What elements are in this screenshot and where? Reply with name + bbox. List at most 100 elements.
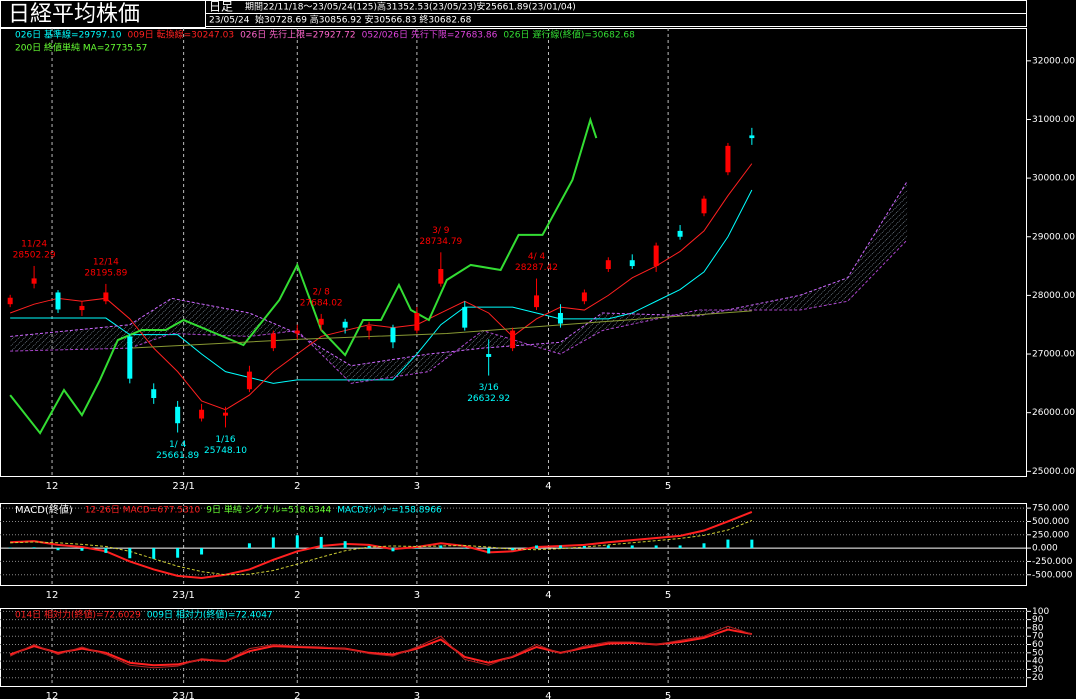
- y-tick-label: -500.000: [1032, 570, 1073, 580]
- candle-body: [127, 336, 133, 379]
- legend-entry: 9日 単純 シグナル=518.6344: [206, 504, 331, 516]
- panel-frame: [0, 28, 1027, 477]
- series-line: [10, 519, 753, 576]
- legend-entry: 026日 基準線=29797.10: [15, 29, 122, 41]
- y-tick-label: 50: [1032, 648, 1044, 658]
- bar: [80, 548, 84, 551]
- chart-title: 日経平均株価: [8, 2, 140, 27]
- header-row: [205, 13, 1027, 27]
- annotation-date: 4/ 4: [528, 252, 546, 262]
- annotation-value: 28734.79: [419, 237, 462, 247]
- x-tick-label: 4: [545, 481, 551, 492]
- candle-body: [749, 135, 755, 139]
- header-period: 期間22/11/18～23/05/24(125)高31352.53(23/05/…: [245, 1, 576, 13]
- bar: [295, 535, 299, 549]
- bar: [271, 537, 275, 549]
- series-line: [9, 628, 753, 667]
- x-tick-label: 2: [294, 590, 300, 601]
- bar: [511, 548, 515, 551]
- candle-body: [677, 230, 683, 237]
- bar: [152, 548, 156, 559]
- annotation-value: 28287.42: [515, 263, 558, 273]
- candle-body: [462, 307, 468, 328]
- header-date: 23/05/24: [209, 16, 250, 26]
- header-period-type: 日足: [209, 0, 233, 14]
- cloud-fill: [10, 181, 908, 384]
- x-tick-label: 2: [294, 691, 300, 699]
- annotation-value: 25748.10: [204, 446, 247, 456]
- bar: [535, 545, 539, 549]
- y-tick-label: 0.000: [1032, 544, 1058, 554]
- annotation-value: 26632.92: [467, 394, 510, 404]
- legend-entry: 009日 転換線=30247.03: [128, 29, 235, 41]
- bar: [678, 545, 682, 549]
- bar: [487, 548, 491, 554]
- y-tick-label: 60: [1032, 640, 1044, 650]
- legend-entry: 200日 終値単純 MA=27735.57: [15, 42, 147, 54]
- bar: [582, 545, 586, 549]
- annotation-date: 2/ 8: [313, 287, 331, 297]
- y-tick-label: 20: [1032, 673, 1044, 683]
- candle-body: [581, 292, 587, 302]
- x-tick-label: 3: [414, 481, 420, 492]
- panel-frame: [0, 608, 1027, 687]
- bar: [367, 545, 371, 549]
- candle-body: [366, 325, 372, 331]
- bar: [463, 548, 467, 549]
- bar: [319, 536, 323, 549]
- y-tick-label: 28000.00: [1032, 291, 1075, 301]
- title-box: [0, 0, 206, 28]
- y-tick-label: 500.000: [1032, 517, 1069, 527]
- legend-entry: 12-26日 MACD=677.5310: [85, 505, 201, 516]
- candle-body: [390, 327, 396, 343]
- candle-body: [222, 412, 228, 416]
- candle-body: [246, 371, 252, 390]
- candle-body: [557, 312, 563, 324]
- x-tick-label: 5: [665, 691, 671, 699]
- bar: [8, 547, 12, 549]
- bar: [606, 545, 610, 549]
- y-tick-label: 250.000: [1032, 530, 1069, 540]
- series-line: [10, 189, 753, 384]
- bar: [391, 548, 395, 552]
- candle-body: [31, 278, 37, 284]
- candle-body: [605, 260, 611, 270]
- x-tick-label: 3: [414, 590, 420, 601]
- annotation-date: 3/ 9: [432, 226, 450, 236]
- y-tick-label: 25000.00: [1032, 467, 1075, 477]
- annotation-date: 11/24: [21, 239, 47, 249]
- x-tick-label: 12: [46, 691, 59, 699]
- candle-body: [629, 260, 635, 267]
- bar: [343, 541, 347, 549]
- x-tick-label: 2: [294, 481, 300, 492]
- legend-entry: 026日 遅行線(終値)=30682.68: [503, 29, 635, 41]
- series-line: [9, 163, 753, 411]
- y-tick-label: 40: [1032, 657, 1044, 667]
- y-tick-label: 80: [1032, 623, 1044, 633]
- y-tick-label: 30: [1032, 665, 1044, 675]
- y-tick-label: 29000.00: [1032, 232, 1075, 242]
- x-tick-label: 5: [665, 481, 671, 492]
- candle-body: [701, 198, 707, 214]
- bar: [702, 543, 706, 549]
- candle-body: [7, 297, 13, 305]
- panel-title: MACD(終値): [15, 503, 73, 516]
- annotation-date: 1/16: [215, 435, 235, 445]
- x-tick-label: 3: [414, 691, 420, 699]
- legend-entry: 052/026日 先行下限=27683.86: [362, 29, 498, 41]
- bar: [750, 539, 754, 549]
- candle-body: [653, 245, 659, 267]
- series-line: [9, 625, 753, 669]
- series-line: [9, 116, 598, 435]
- x-tick-label: 23/1: [172, 481, 194, 492]
- header-prices: 始30728.69 高30856.92 安30566.83 終30682.68: [255, 14, 472, 26]
- series-line: [10, 180, 908, 367]
- annotation-date: 3/16: [479, 383, 499, 393]
- bar: [200, 548, 204, 555]
- bar: [654, 545, 658, 549]
- candle-body: [725, 145, 731, 173]
- bar: [56, 548, 60, 551]
- y-tick-label: 100: [1032, 607, 1049, 617]
